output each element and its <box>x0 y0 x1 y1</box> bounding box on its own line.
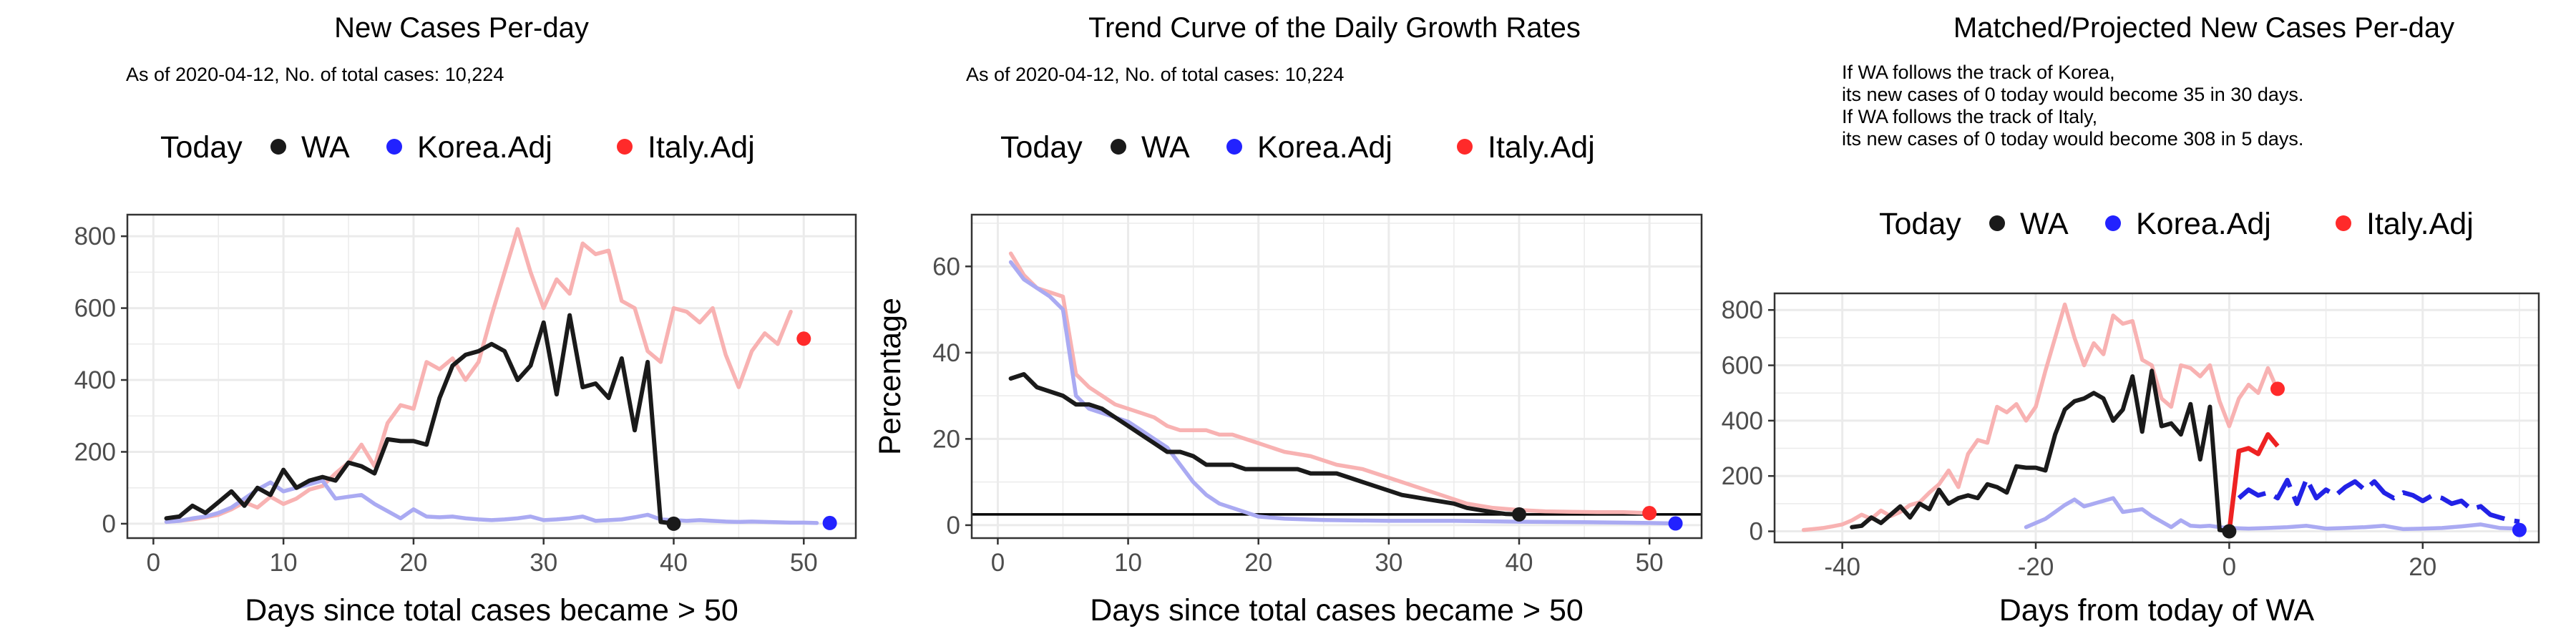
legend-label-korea-adj: Korea.Adj <box>2136 207 2271 241</box>
chart-grid <box>1775 293 2539 542</box>
y-tick-label: 200 <box>1722 462 1763 490</box>
legend-label-italy-adj: Italy.Adj <box>2366 207 2474 241</box>
panel-border <box>1773 292 2540 544</box>
y-tick-label: 600 <box>74 295 116 323</box>
chart-panel-2: Trend Curve of the Daily Growth Rates As … <box>873 12 1703 628</box>
x-tick-label: 20 <box>1244 549 1272 577</box>
x-tick-label: 0 <box>147 549 160 577</box>
today-point-italy-adj <box>2270 381 2285 396</box>
y-tick-label: 0 <box>1750 518 1763 546</box>
today-point-korea-adj <box>1668 516 1683 531</box>
legend-key-italy-adj <box>617 139 633 155</box>
chart-legend: Today WA Korea.Adj Italy.Adj <box>1879 207 2474 241</box>
legend-key-korea-adj <box>2105 215 2121 231</box>
series-line-wa <box>1850 369 2232 534</box>
x-tick-label: -20 <box>2018 553 2054 581</box>
y-tick-label: 400 <box>1722 407 1763 435</box>
legend-key-italy-adj <box>1457 139 1473 155</box>
x-tick-label: -40 <box>1824 553 1860 581</box>
x-tick-label: 30 <box>1375 549 1402 577</box>
chart-title: Trend Curve of the Daily Growth Rates <box>1088 12 1581 44</box>
y-tick-label: 200 <box>74 438 116 466</box>
today-point-korea-adj <box>822 515 837 530</box>
y-tick-label: 800 <box>1722 296 1763 324</box>
y-tick-label: 800 <box>74 223 116 250</box>
series-line-italy-adj <box>1801 302 2280 532</box>
today-point-italy-adj <box>796 331 811 346</box>
legend-label-italy-adj: Italy.Adj <box>648 130 755 165</box>
x-tick-label: 50 <box>790 549 818 577</box>
legend-label-italy-adj: Italy.Adj <box>1488 130 1595 165</box>
chart-legend: Today WA Korea.Adj Italy.Adj <box>1000 130 1595 165</box>
today-point-wa <box>2222 524 2237 539</box>
panel-border <box>970 213 1703 540</box>
legend-label-korea-adj: Korea.Adj <box>417 130 552 165</box>
x-tick-label: 20 <box>399 549 427 577</box>
x-axis-label: Days since total cases became > 50 <box>245 593 738 628</box>
series-line-wa <box>1008 372 1521 517</box>
y-tick-label: 600 <box>1722 352 1763 380</box>
x-tick-label: 40 <box>1506 549 1533 577</box>
chart-title: Matched/Projected New Cases Per-day <box>1953 12 2454 44</box>
chart-panel-1: New Cases Per-day As of 2020-04-12, No. o… <box>74 12 857 628</box>
legend-key-korea-adj <box>386 139 402 155</box>
projection-line-korea-adj <box>2237 476 2520 525</box>
series-line-wa <box>164 313 676 526</box>
y-tick-label: 40 <box>932 339 960 367</box>
chart-panel-3: Matched/Projected New Cases Per-day If WA… <box>1722 12 2540 628</box>
series-line-italy-adj <box>1008 251 1652 515</box>
x-axis-label: Days since total cases became > 50 <box>1090 593 1584 628</box>
y-axis-label: Percentage <box>873 298 907 455</box>
legend-title: Today <box>160 130 243 165</box>
legend-key-korea-adj <box>1226 139 1242 155</box>
y-tick-label: 20 <box>932 425 960 453</box>
y-tick-label: 0 <box>102 510 116 538</box>
today-point-korea-adj <box>2512 522 2527 537</box>
panel-border <box>126 213 857 540</box>
legend-title: Today <box>1879 207 1961 241</box>
chart-subtitle-line: If WA follows the track of Italy, <box>1842 106 2097 127</box>
x-tick-label: 30 <box>530 549 557 577</box>
today-point-wa <box>1512 507 1526 522</box>
legend-label-wa: WA <box>1141 130 1190 165</box>
series-line-korea-adj <box>2024 496 2522 532</box>
chart-subtitle-line: If WA follows the track of Korea, <box>1842 62 2115 83</box>
x-tick-label: 0 <box>991 549 1005 577</box>
today-point-italy-adj <box>1642 506 1657 521</box>
today-point-wa <box>666 516 681 531</box>
chart-subtitle-line: As of 2020-04-12, No. of total cases: 10… <box>966 64 1344 85</box>
legend-key-italy-adj <box>2336 215 2351 231</box>
series-line-korea-adj <box>1008 260 1678 526</box>
y-tick-label: 0 <box>947 512 960 540</box>
chart-title: New Cases Per-day <box>334 12 589 44</box>
chart-subtitle-line: its new cases of 0 today would become 35… <box>1842 84 2303 105</box>
legend-key-wa <box>1989 215 2005 231</box>
legend-label-wa: WA <box>2020 207 2069 241</box>
x-tick-label: 40 <box>660 549 688 577</box>
x-tick-label: 50 <box>1636 549 1664 577</box>
x-tick-label: 10 <box>270 549 298 577</box>
x-tick-label: 20 <box>2409 553 2436 581</box>
chart-subtitle-line: As of 2020-04-12, No. of total cases: 10… <box>126 64 504 85</box>
chart-grid <box>127 215 856 538</box>
projection-line-italy-adj <box>2227 431 2280 532</box>
y-tick-label: 60 <box>932 253 960 280</box>
y-tick-label: 400 <box>74 366 116 394</box>
legend-label-wa: WA <box>301 130 350 165</box>
chart-subtitle-line: its new cases of 0 today would become 30… <box>1842 128 2303 150</box>
legend-key-wa <box>1111 139 1126 155</box>
legend-label-korea-adj: Korea.Adj <box>1257 130 1392 165</box>
x-tick-label: 0 <box>2223 553 2236 581</box>
chart-legend: Today WA Korea.Adj Italy.Adj <box>160 130 755 165</box>
x-tick-label: 10 <box>1114 549 1142 577</box>
legend-title: Today <box>1000 130 1083 165</box>
chart-grid <box>972 215 1702 538</box>
x-axis-label: Days from today of WA <box>1999 593 2315 628</box>
legend-key-wa <box>270 139 286 155</box>
